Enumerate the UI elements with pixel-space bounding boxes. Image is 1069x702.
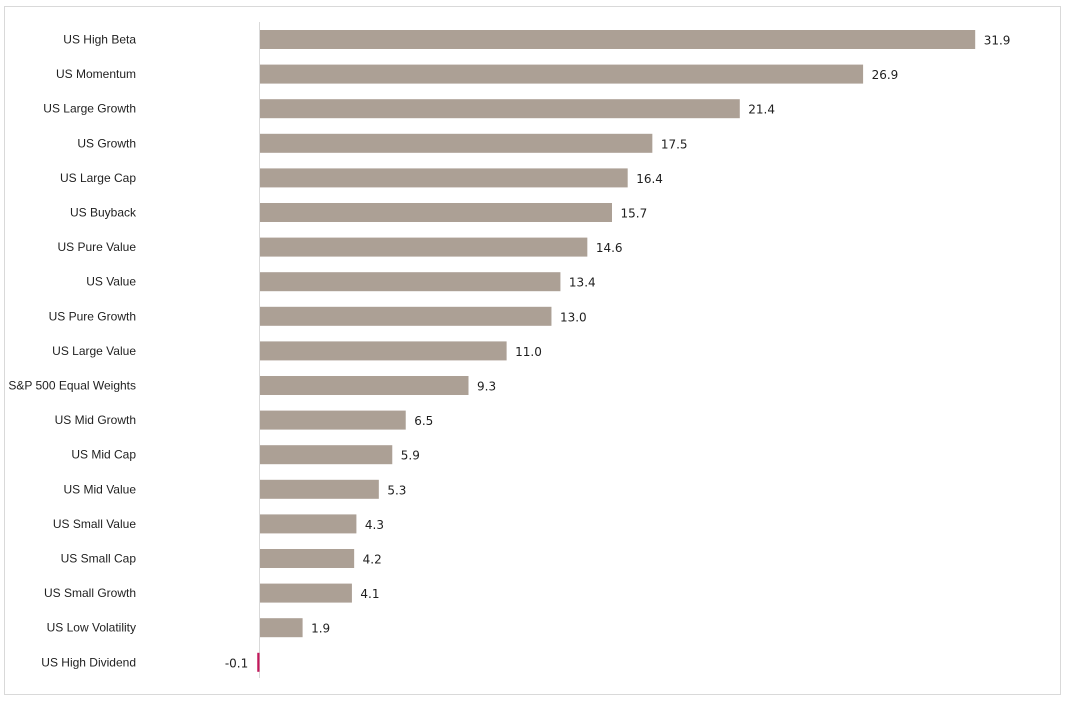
bar-us-high-dividend (257, 652, 260, 672)
category-label-us-pure-value: US Pure Value (58, 240, 137, 254)
category-label-us-growth: US Growth (77, 136, 136, 150)
value-label-us-pure-value: 14.6 (596, 241, 623, 255)
bar-us-low-volatility (260, 618, 303, 638)
value-label-us-large-value: 11.0 (515, 345, 542, 359)
value-label-us-small-value: 4.3 (365, 518, 384, 532)
bar-s-p-500-equal-weights (260, 376, 469, 395)
category-label-s-p-500-equal-weights: S&P 500 Equal Weights (8, 379, 136, 393)
category-label-us-value: US Value (86, 275, 136, 289)
value-label-us-pure-growth: 13.0 (560, 310, 587, 324)
category-label-us-mid-growth: US Mid Growth (55, 413, 136, 427)
category-label-us-small-value: US Small Value (53, 517, 136, 531)
value-label-us-low-volatility: 1.9 (311, 622, 330, 636)
value-label-us-high-dividend: -0.1 (225, 656, 248, 670)
value-label-us-mid-value: 5.3 (387, 483, 406, 497)
category-label-us-momentum: US Momentum (56, 67, 136, 81)
bars-group: US High Beta 31.9 US Momentum 26.9 US Large … (8, 30, 1010, 672)
bar-us-small-value (260, 514, 357, 534)
bar-us-mid-value (260, 479, 379, 499)
bar-us-value (260, 272, 561, 292)
value-label-s-p-500-equal-weights: 9.3 (477, 380, 496, 394)
category-label-us-high-dividend: US High Dividend (41, 655, 136, 669)
value-label-us-large-cap: 16.4 (636, 172, 663, 186)
bar-us-small-growth (260, 583, 352, 603)
bar-us-buyback (260, 203, 612, 222)
category-label-us-small-cap: US Small Cap (61, 552, 137, 566)
bar-us-pure-growth (260, 306, 552, 326)
category-label-us-large-growth: US Large Growth (43, 102, 136, 116)
category-label-us-low-volatility: US Low Volatility (47, 621, 136, 635)
value-label-us-buyback: 15.7 (620, 207, 647, 221)
value-label-us-mid-growth: 6.5 (414, 414, 433, 428)
category-label-us-large-value: US Large Value (52, 344, 136, 358)
category-label-us-small-growth: US Small Growth (44, 586, 136, 600)
value-label-us-growth: 17.5 (661, 137, 688, 151)
value-label-us-mid-cap: 5.9 (401, 449, 420, 463)
category-label-us-high-beta: US High Beta (63, 33, 136, 47)
bar-us-large-cap (260, 168, 628, 188)
value-label-us-momentum: 26.9 (872, 68, 899, 82)
bar-us-large-growth (260, 99, 740, 119)
bar-us-small-cap (260, 549, 355, 568)
category-label-us-large-cap: US Large Cap (60, 171, 136, 185)
bar-us-mid-cap (260, 445, 393, 465)
category-label-us-mid-value: US Mid Value (64, 482, 137, 496)
bar-us-growth (260, 133, 653, 153)
value-label-us-value: 13.4 (569, 276, 596, 290)
bar-us-pure-value (260, 237, 588, 257)
bar-us-mid-growth (260, 410, 406, 430)
bar-us-high-beta (260, 30, 976, 49)
value-label-us-large-growth: 21.4 (748, 103, 775, 117)
category-label-us-mid-cap: US Mid Cap (71, 448, 136, 462)
category-label-us-buyback: US Buyback (70, 206, 137, 220)
value-label-us-small-growth: 4.1 (360, 587, 379, 601)
value-label-us-high-beta: 31.9 (984, 34, 1011, 48)
value-label-us-small-cap: 4.2 (363, 553, 382, 567)
chart-frame (4, 6, 1061, 695)
category-label-us-pure-growth: US Pure Growth (49, 309, 136, 323)
bar-us-large-value (260, 341, 507, 361)
bar-us-momentum (260, 64, 864, 84)
